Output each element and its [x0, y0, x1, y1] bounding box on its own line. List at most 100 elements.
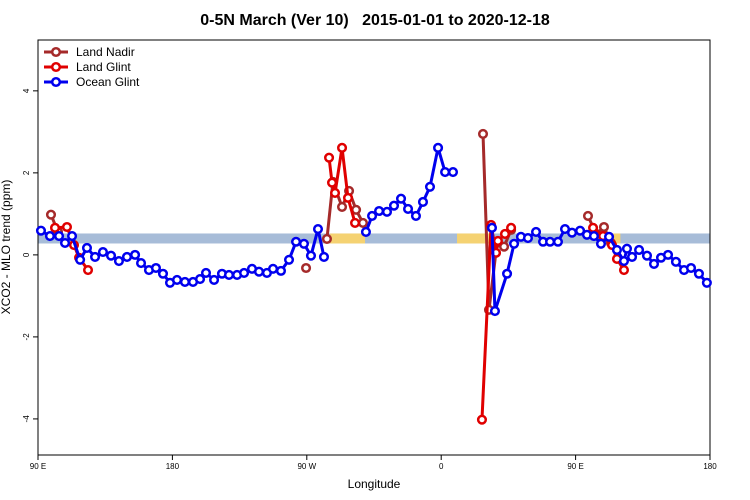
point	[75, 254, 86, 265]
point	[367, 210, 378, 221]
point	[489, 306, 501, 317]
point	[171, 274, 183, 285]
point	[130, 249, 141, 260]
band-segment	[609, 233, 621, 244]
point	[545, 236, 556, 247]
chart-title: 0-5N March (Ver 10) 2015-01-01 to 2020-1…	[200, 12, 550, 29]
legend-marker	[50, 76, 62, 88]
point	[522, 233, 534, 244]
point	[476, 414, 488, 425]
point	[290, 236, 302, 247]
y-tick-label: 4	[22, 88, 31, 93]
point	[611, 244, 623, 256]
point	[150, 262, 162, 274]
band-segment	[330, 233, 366, 244]
point	[595, 238, 607, 249]
point	[410, 210, 422, 221]
point	[388, 200, 400, 211]
x-tick-label: 180	[166, 462, 180, 471]
point	[598, 221, 610, 233]
point	[433, 142, 444, 153]
point	[283, 254, 295, 265]
point	[89, 251, 101, 262]
point	[121, 251, 133, 262]
point	[447, 166, 459, 178]
point	[648, 258, 660, 269]
point	[59, 237, 71, 249]
point	[588, 222, 599, 233]
point	[530, 226, 542, 237]
point	[135, 258, 147, 269]
point	[506, 222, 517, 233]
point	[424, 181, 436, 192]
point	[305, 250, 317, 261]
point	[321, 233, 333, 244]
point	[113, 255, 124, 267]
y-tick-label: -4	[22, 415, 31, 423]
point	[301, 262, 312, 274]
point	[499, 228, 511, 240]
point	[381, 206, 393, 217]
point	[662, 249, 674, 260]
point	[582, 210, 594, 221]
band-segment	[38, 233, 710, 244]
point	[618, 255, 630, 267]
point	[329, 187, 341, 199]
point	[318, 251, 330, 262]
plot-frame	[37, 39, 711, 456]
point	[157, 268, 169, 279]
point	[701, 277, 712, 288]
y-tick-label: -2	[22, 333, 31, 341]
point	[81, 242, 93, 253]
point	[509, 238, 520, 249]
point	[200, 267, 212, 278]
point	[35, 225, 47, 236]
point	[312, 223, 324, 235]
point	[502, 268, 513, 279]
point	[97, 246, 109, 258]
point	[395, 193, 407, 204]
point	[499, 241, 510, 252]
point	[641, 250, 653, 261]
point	[275, 265, 287, 276]
point	[621, 243, 633, 254]
point	[626, 251, 638, 262]
point	[105, 250, 117, 261]
legend-marker	[50, 61, 62, 73]
point	[326, 177, 338, 188]
point	[298, 238, 310, 249]
x-axis-label: Longitude	[348, 477, 401, 491]
point	[209, 274, 220, 285]
point	[588, 230, 600, 242]
point	[634, 244, 645, 256]
point	[61, 221, 73, 233]
y-tick-label: 2	[22, 170, 31, 175]
x-tick-label: 90 E	[30, 462, 46, 471]
point	[685, 262, 697, 274]
x-tick-label: 90 W	[297, 462, 316, 471]
point	[693, 268, 704, 279]
point	[360, 226, 371, 237]
point	[253, 266, 265, 277]
point	[49, 222, 61, 233]
point	[45, 209, 57, 220]
point	[336, 201, 348, 212]
point	[486, 222, 498, 233]
point	[604, 231, 615, 242]
point	[440, 166, 451, 178]
x-tick-label: 180	[703, 462, 717, 471]
point	[566, 227, 578, 238]
band-segment	[457, 233, 491, 244]
point	[492, 235, 503, 246]
point	[402, 203, 414, 215]
point	[477, 128, 489, 139]
point	[575, 225, 586, 236]
point	[44, 230, 55, 242]
point	[552, 236, 564, 247]
y-tick-label: 0	[22, 252, 31, 257]
legend-label: Ocean Glint	[76, 75, 140, 89]
point	[66, 230, 78, 242]
legend-label: Land Nadir	[76, 45, 135, 59]
point	[324, 152, 335, 163]
